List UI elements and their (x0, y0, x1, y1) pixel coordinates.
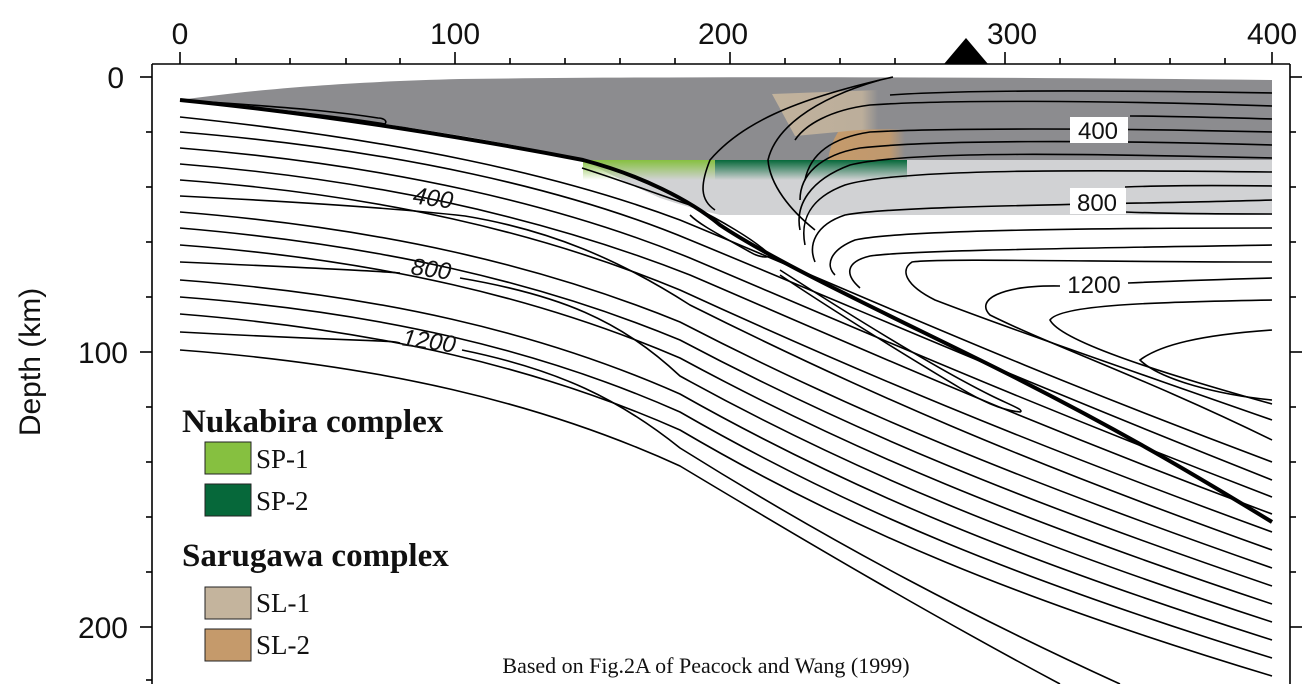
y-axis-title: Depth (km) (14, 288, 47, 436)
wedge-label-bg-400 (1070, 117, 1128, 143)
legend: Nukabira complex SP-1 SP-2 Sarugawa comp… (182, 404, 449, 662)
legend-item-label-sp1: SP-1 (256, 444, 309, 474)
wedge-label-bg-800 (1070, 188, 1126, 214)
legend-swatch-sp2 (204, 483, 252, 517)
slab-contour-labels: 400 800 1200 (401, 182, 458, 358)
y-axis-ticks-right (1290, 76, 1302, 628)
sp1-region (583, 160, 715, 180)
slab-isotherms (179, 116, 1273, 684)
legend-group-title-sarugawa: Sarugawa complex (182, 538, 449, 574)
wedge-isotherm-label-800: 800 (1077, 190, 1117, 217)
y-axis-ticks (140, 76, 152, 681)
legend-item-label-sl2: SL-2 (256, 630, 310, 660)
x-tick-label-100: 100 (430, 18, 480, 51)
wedge-isotherm-label-1200: 1200 (1067, 272, 1120, 299)
x-tick-label-0: 0 (172, 18, 189, 51)
slab-interface (179, 98, 1274, 524)
source-credit: Based on Fig.2A of Peacock and Wang (199… (502, 653, 909, 678)
x-tick-label-300: 300 (987, 18, 1037, 51)
x-tick-label-200: 200 (698, 18, 748, 51)
sl1-region (772, 90, 878, 136)
slab-isotherm-label-1200: 1200 (401, 324, 458, 358)
sp2-region (715, 160, 907, 180)
slab-isotherm-label-400: 400 (411, 182, 455, 214)
y-tick-label-200: 200 (78, 612, 128, 645)
legend-swatch-sl1 (204, 586, 252, 620)
wedge-contour-labels: 400 800 1200 (1067, 117, 1128, 299)
upper-crust-region (180, 77, 1272, 160)
y-tick-labels: 0 100 200 (78, 62, 128, 645)
slab-isotherm-label-800: 800 (409, 253, 453, 285)
legend-item-label-sp2: SP-2 (256, 486, 309, 516)
y-tick-label-100: 100 (78, 337, 128, 370)
triangle-marker-icon (944, 38, 988, 64)
x-axis-ticks (179, 52, 1273, 64)
legend-swatch-sl2 (204, 628, 252, 662)
legend-swatch-sp1 (204, 441, 252, 475)
wedge-isotherm-label-400: 400 (1078, 118, 1118, 145)
x-tick-labels: 0 100 200 300 400 (172, 18, 1297, 51)
y-tick-label-0: 0 (107, 62, 124, 95)
x-tick-label-400: 400 (1247, 18, 1297, 51)
legend-group-title-nukabira: Nukabira complex (182, 404, 444, 440)
wedge-isotherms (179, 76, 1273, 441)
plot-frame (151, 63, 1291, 684)
legend-item-label-sl1: SL-1 (256, 588, 310, 618)
